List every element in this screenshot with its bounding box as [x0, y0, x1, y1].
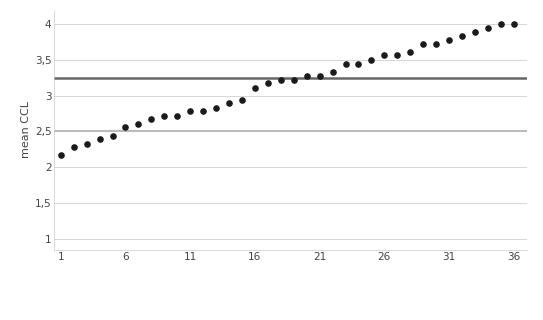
Point — [445, 37, 453, 42]
Point — [315, 73, 324, 78]
Point — [406, 49, 414, 54]
Point — [263, 81, 272, 86]
Point — [212, 105, 220, 110]
Point — [121, 124, 130, 130]
Point — [341, 61, 350, 67]
Point — [250, 85, 259, 90]
Point — [108, 133, 117, 138]
Point — [302, 73, 311, 78]
Point — [276, 77, 285, 82]
Point — [70, 145, 78, 150]
Point — [496, 21, 505, 27]
Point — [56, 152, 65, 157]
Point — [83, 141, 91, 146]
Point — [419, 41, 427, 46]
Point — [134, 121, 143, 126]
Point — [328, 69, 337, 75]
Point — [173, 113, 181, 118]
Point — [160, 113, 169, 118]
Point — [393, 53, 402, 58]
Y-axis label: mean CCL: mean CCL — [21, 101, 31, 158]
Point — [483, 26, 492, 31]
Point — [238, 97, 247, 102]
Point — [380, 53, 389, 58]
Point — [367, 57, 376, 62]
Point — [354, 61, 363, 67]
Point — [147, 117, 156, 122]
Point — [432, 41, 440, 46]
Point — [289, 77, 298, 82]
Point — [199, 109, 207, 114]
Point — [225, 101, 233, 106]
Point — [186, 109, 194, 114]
Point — [458, 34, 466, 39]
Point — [509, 21, 518, 27]
Point — [471, 29, 479, 34]
Point — [95, 137, 104, 142]
